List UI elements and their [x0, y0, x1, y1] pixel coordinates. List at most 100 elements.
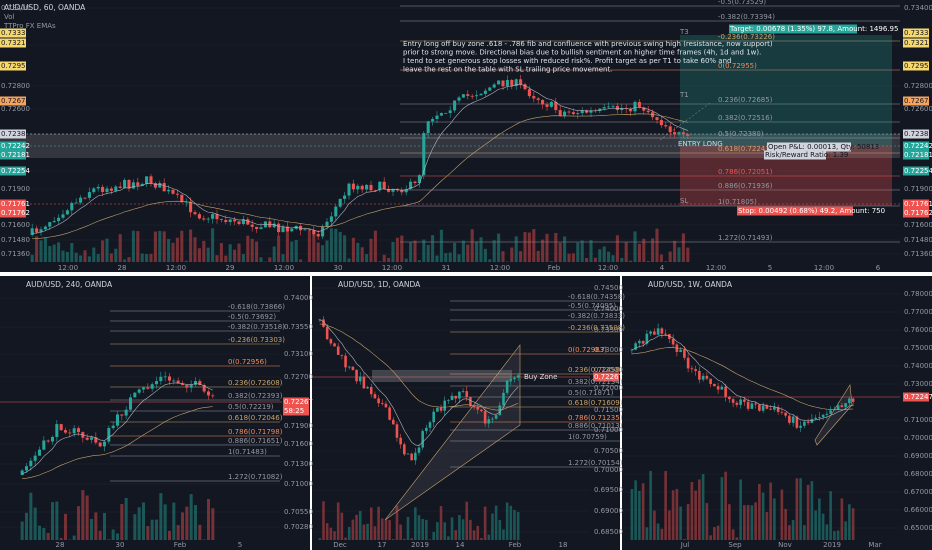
candle: [131, 182, 135, 189]
price-label: 0.72242: [1, 142, 30, 150]
candle: [677, 132, 681, 135]
volume-bar: [638, 490, 641, 540]
time-label: 29: [226, 264, 235, 272]
volume-bar: [497, 233, 501, 262]
candle: [325, 221, 329, 227]
volume-bar: [52, 244, 56, 262]
fib-label: 0.382(0.72134): [568, 378, 623, 386]
price-label: 0.72700: [284, 373, 313, 381]
candle: [671, 338, 675, 345]
candle: [417, 447, 421, 453]
price-label: 0.71762: [904, 209, 932, 217]
volume-bar: [510, 247, 514, 262]
candle: [780, 411, 784, 413]
candle: [325, 326, 329, 340]
price-label: 0.73400: [1, 4, 30, 12]
fib-label: 0.786(0.71235): [568, 414, 623, 422]
volume-bar: [281, 254, 285, 262]
volume-bar: [30, 254, 34, 262]
candle: [189, 201, 193, 213]
candle: [61, 214, 65, 218]
price-label: 0.71000: [594, 426, 623, 434]
volume-bar: [651, 238, 655, 262]
time-label: 12:00: [598, 264, 618, 272]
candle: [655, 117, 659, 121]
volume-bar: [659, 254, 663, 262]
price-label: 0.73500: [594, 326, 623, 334]
volume-bar: [536, 250, 540, 262]
candle: [176, 380, 180, 384]
price-label: 0.72242: [904, 142, 932, 150]
price-label: 0.71500: [594, 406, 623, 414]
price-label: 0.71000: [284, 480, 313, 488]
volume-bar: [211, 508, 215, 540]
volume-bar: [133, 514, 137, 540]
time-label: 6: [876, 264, 881, 272]
fib-label: 0.786(0.72051): [718, 168, 773, 176]
volume-bar: [136, 231, 140, 262]
volume-bar: [76, 506, 81, 540]
candle: [739, 399, 742, 405]
candle: [316, 234, 320, 237]
volume-bar: [105, 238, 109, 262]
fib-label: 0.786(0.71798): [228, 428, 283, 436]
volume-bar: [713, 527, 716, 540]
volume-bar: [720, 477, 724, 540]
volume-bar: [810, 481, 814, 540]
indicator: Vol: [4, 13, 15, 21]
candle: [724, 386, 727, 397]
time-label: Mar: [868, 541, 881, 549]
volume-bar: [598, 249, 602, 262]
candle: [255, 226, 259, 230]
price-badge: [593, 372, 619, 382]
volume-bar: [754, 502, 757, 540]
price-label: 0.73100: [284, 350, 313, 358]
fib-label: -0.236(0.73226): [718, 33, 775, 41]
ema-fast: [22, 382, 213, 475]
volume-bar: [425, 519, 428, 540]
price-label: 0.72600: [1, 105, 30, 113]
volume-bar: [98, 530, 102, 540]
volume-bar: [184, 260, 188, 262]
volume-bar: [43, 237, 47, 262]
candle: [465, 391, 469, 398]
price-label: 0.73400: [904, 4, 932, 12]
candle: [185, 385, 189, 388]
price-label: 0.73550: [284, 323, 313, 331]
volume-bar: [629, 260, 633, 262]
volume-bar: [159, 493, 163, 540]
candle: [237, 221, 241, 225]
volume-bar: [42, 528, 46, 540]
candle: [791, 416, 795, 423]
candle: [380, 403, 384, 405]
candle: [83, 197, 87, 199]
channel: [384, 344, 521, 521]
volume-bar: [758, 483, 761, 540]
volume-bar: [475, 241, 479, 262]
volume-bar: [48, 246, 52, 262]
time-label: Feb: [174, 541, 187, 549]
candle: [87, 192, 91, 198]
candle: [399, 437, 402, 445]
volume-bar: [476, 525, 480, 540]
price-label: 0.72000: [594, 384, 623, 392]
volume-bar: [185, 506, 189, 540]
candle: [527, 89, 531, 97]
volume-bar: [70, 243, 74, 262]
candle: [96, 186, 100, 189]
candle: [105, 188, 109, 192]
candle: [450, 395, 454, 401]
volume-bar: [840, 498, 844, 540]
volume-bar: [724, 471, 727, 540]
volume-bar: [705, 503, 709, 540]
volume-bar: [630, 488, 634, 540]
price-badge: [903, 141, 929, 151]
volume-bar: [356, 242, 360, 262]
volume-bar: [111, 529, 115, 540]
candle: [70, 202, 74, 211]
price-label: 0.73333: [1, 29, 30, 37]
volume-bar: [59, 538, 63, 540]
candle: [447, 400, 450, 401]
volume-bar: [167, 238, 171, 262]
candle: [109, 188, 113, 191]
